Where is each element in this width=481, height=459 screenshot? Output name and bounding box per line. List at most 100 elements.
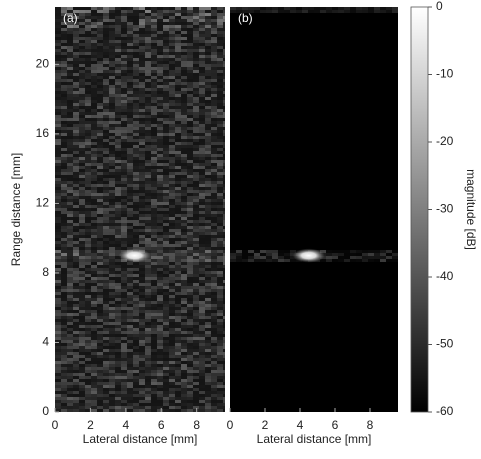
- speckle: [67, 379, 73, 382]
- speckle: [223, 337, 225, 340]
- speckle: [91, 121, 97, 124]
- speckle: [61, 319, 67, 322]
- speckle: [199, 403, 205, 406]
- speckle: [223, 193, 225, 196]
- speckle: [61, 25, 67, 28]
- speckle: [175, 157, 181, 160]
- speckle: [115, 79, 121, 82]
- speckle: [145, 205, 151, 208]
- speckle: [91, 118, 97, 121]
- speckle: [55, 334, 61, 337]
- speckle: [205, 391, 211, 394]
- speckle: [61, 280, 67, 283]
- speckle: [103, 142, 109, 145]
- speckle: [193, 406, 199, 409]
- speckle: [145, 391, 151, 394]
- speckle: [115, 316, 121, 319]
- speckle: [163, 31, 169, 34]
- speckle: [217, 103, 223, 106]
- speckle: [211, 130, 217, 133]
- speckle: [127, 10, 133, 13]
- speckle: [103, 214, 109, 217]
- speckle: [350, 250, 356, 253]
- speckle: [205, 217, 211, 220]
- speckle: [157, 97, 163, 100]
- speckle: [157, 214, 163, 217]
- speckle: [169, 187, 175, 190]
- speckle: [61, 97, 67, 100]
- speckle: [211, 58, 217, 61]
- speckle: [211, 214, 217, 217]
- speckle: [223, 205, 225, 208]
- speckle: [127, 316, 133, 319]
- speckle: [55, 247, 61, 250]
- speckle: [199, 175, 205, 178]
- speckle: [109, 46, 115, 49]
- speckle: [205, 226, 211, 229]
- speckle: [133, 286, 139, 289]
- speckle: [73, 253, 79, 256]
- speckle: [169, 217, 175, 220]
- speckle: [151, 319, 157, 322]
- speckle: [211, 193, 217, 196]
- speckle: [157, 268, 163, 271]
- speckle: [199, 67, 205, 70]
- speckle: [67, 94, 73, 97]
- speckle: [97, 295, 103, 298]
- speckle: [145, 16, 151, 19]
- speckle: [121, 88, 127, 91]
- speckle: [73, 307, 79, 310]
- speckle: [103, 109, 109, 112]
- speckle: [55, 181, 61, 184]
- speckle: [151, 358, 157, 361]
- speckle: [157, 340, 163, 343]
- speckle: [127, 13, 133, 16]
- speckle: [151, 73, 157, 76]
- speckle: [139, 289, 145, 292]
- speckle: [223, 133, 225, 136]
- speckle: [217, 295, 223, 298]
- speckle: [127, 196, 133, 199]
- speckle: [175, 355, 181, 358]
- speckle: [85, 16, 91, 19]
- speckle: [223, 61, 225, 64]
- speckle: [127, 403, 133, 406]
- speckle: [169, 343, 175, 346]
- speckle: [139, 175, 145, 178]
- speckle: [199, 217, 205, 220]
- speckle: [217, 283, 223, 286]
- speckle: [211, 247, 217, 250]
- speckle: [193, 331, 199, 334]
- speckle: [175, 199, 181, 202]
- speckle: [133, 277, 139, 280]
- speckle: [67, 238, 73, 241]
- speckle: [169, 88, 175, 91]
- y-axis-label: Range distance [mm]: [9, 153, 23, 266]
- speckle: [91, 352, 97, 355]
- speckle: [169, 133, 175, 136]
- speckle: [133, 319, 139, 322]
- speckle: [55, 163, 61, 166]
- speckle: [187, 187, 193, 190]
- speckle: [85, 19, 91, 22]
- speckle: [199, 52, 205, 55]
- speckle: [103, 208, 109, 211]
- speckle: [169, 409, 175, 412]
- speckle: [145, 388, 151, 391]
- speckle: [169, 91, 175, 94]
- speckle: [73, 292, 79, 295]
- speckle: [115, 73, 121, 76]
- speckle: [55, 199, 61, 202]
- speckle: [187, 37, 193, 40]
- speckle: [199, 262, 205, 265]
- speckle: [368, 250, 374, 253]
- speckle: [205, 97, 211, 100]
- speckle: [139, 208, 145, 211]
- speckle: [217, 373, 223, 376]
- speckle: [193, 91, 199, 94]
- speckle: [55, 406, 61, 409]
- speckle: [121, 403, 127, 406]
- speckle: [199, 79, 205, 82]
- speckle: [139, 310, 145, 313]
- speckle: [67, 49, 73, 52]
